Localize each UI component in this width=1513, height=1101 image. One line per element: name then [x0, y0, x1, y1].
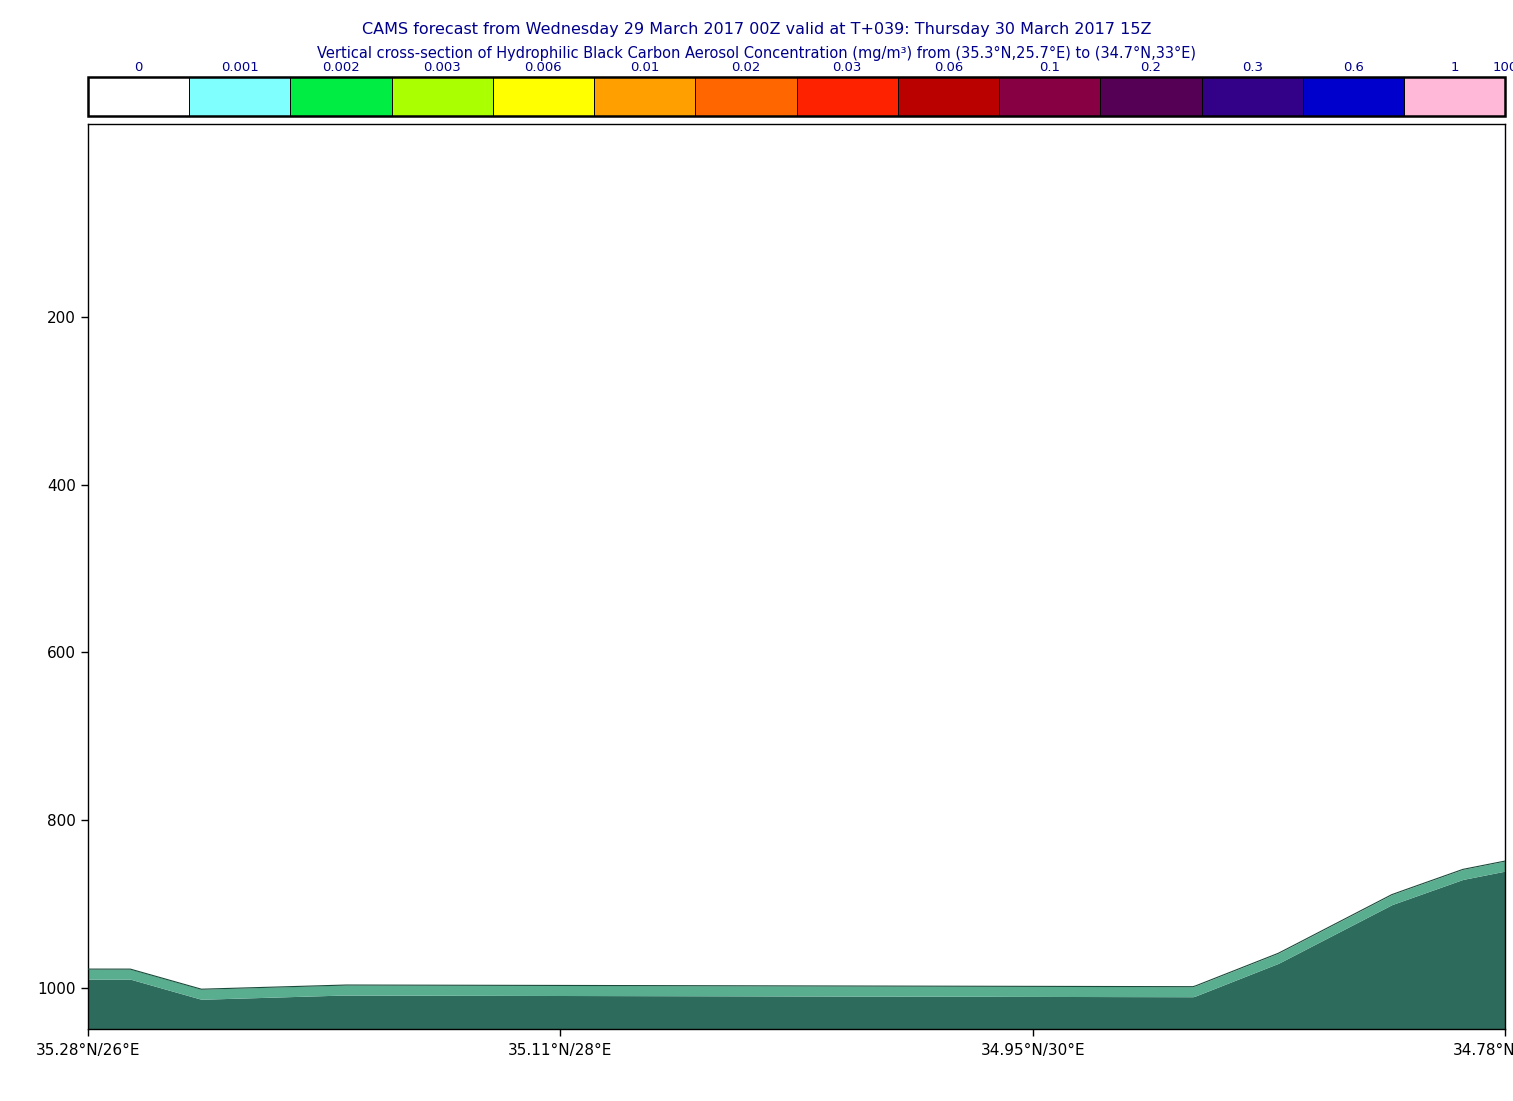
Bar [897, 77, 999, 116]
Bar [493, 77, 595, 116]
Bar [88, 77, 189, 116]
Text: 0.01: 0.01 [629, 61, 660, 74]
Text: 0.1: 0.1 [1039, 61, 1061, 74]
Bar [1404, 77, 1505, 116]
Text: 0.001: 0.001 [221, 61, 259, 74]
Text: 0.006: 0.006 [525, 61, 563, 74]
Bar [189, 77, 290, 116]
Text: 0.3: 0.3 [1242, 61, 1263, 74]
Bar [1303, 77, 1404, 116]
Text: CAMS forecast from Wednesday 29 March 2017 00Z valid at T+039: Thursday 30 March: CAMS forecast from Wednesday 29 March 20… [362, 22, 1151, 37]
Text: 0.2: 0.2 [1141, 61, 1162, 74]
Text: 0.002: 0.002 [322, 61, 360, 74]
Text: Vertical cross-section of Hydrophilic Black Carbon Aerosol Concentration (mg/m³): Vertical cross-section of Hydrophilic Bl… [318, 46, 1195, 62]
Bar [290, 77, 392, 116]
Bar [999, 77, 1100, 116]
Bar [796, 77, 897, 116]
Text: 0.003: 0.003 [424, 61, 461, 74]
Bar [1100, 77, 1201, 116]
Text: 0.06: 0.06 [934, 61, 964, 74]
Bar [392, 77, 493, 116]
Text: 100: 100 [1493, 61, 1513, 74]
Text: 0: 0 [135, 61, 142, 74]
Text: 1: 1 [1451, 61, 1459, 74]
Text: 0.6: 0.6 [1344, 61, 1365, 74]
Text: 0.02: 0.02 [731, 61, 761, 74]
Bar [595, 77, 696, 116]
Bar [696, 77, 796, 116]
Text: 0.03: 0.03 [832, 61, 862, 74]
Bar [1201, 77, 1303, 116]
